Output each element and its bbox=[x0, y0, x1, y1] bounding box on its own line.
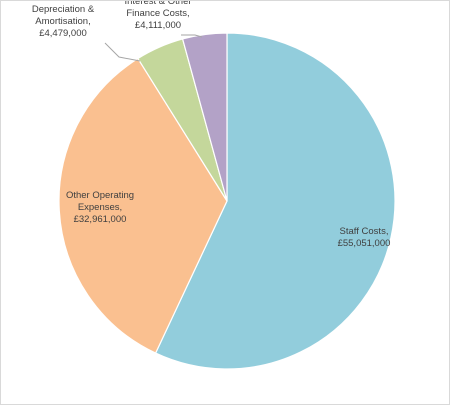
leader-line-depreciation-amortisation bbox=[104, 42, 141, 62]
data-label-line: £32,961,000 bbox=[74, 214, 127, 225]
data-label-line: Staff Costs, bbox=[340, 226, 389, 237]
data-label-other-operating-expenses: Other Operating Expenses, £32,961,000 bbox=[66, 190, 134, 225]
pie-slice-interest-finance-costs bbox=[181, 32, 228, 202]
pie-slices bbox=[58, 32, 396, 370]
leader-lines bbox=[104, 34, 203, 62]
data-labels: Staff Costs, £55,051,000 Other Operating Ex… bbox=[32, 1, 391, 249]
data-label-line: £4,111,000 bbox=[135, 20, 181, 31]
data-label-interest-finance-costs: Interest & Other Finance Costs, £4,111,000 bbox=[124, 1, 191, 31]
pie-slice-other-operating-expenses bbox=[58, 57, 228, 354]
data-label-line: Interest & Other bbox=[124, 1, 191, 7]
data-label-line: Expenses, bbox=[78, 202, 122, 213]
data-label-depreciation-amortisation: Depreciation & Amortisation, £4,479,000 bbox=[32, 4, 95, 39]
data-label-line: Other Operating bbox=[66, 190, 134, 201]
data-label-line: Amortisation, bbox=[35, 16, 90, 27]
data-label-line: £55,051,000 bbox=[338, 238, 391, 249]
pie-slice-staff-costs bbox=[154, 32, 396, 370]
data-label-staff-costs: Staff Costs, £55,051,000 bbox=[338, 226, 391, 249]
leader-line-interest-finance-costs bbox=[181, 34, 203, 38]
data-label-line: Finance Costs, bbox=[126, 8, 189, 19]
data-label-line: Depreciation & bbox=[32, 4, 95, 15]
data-label-line: £4,479,000 bbox=[39, 28, 87, 39]
